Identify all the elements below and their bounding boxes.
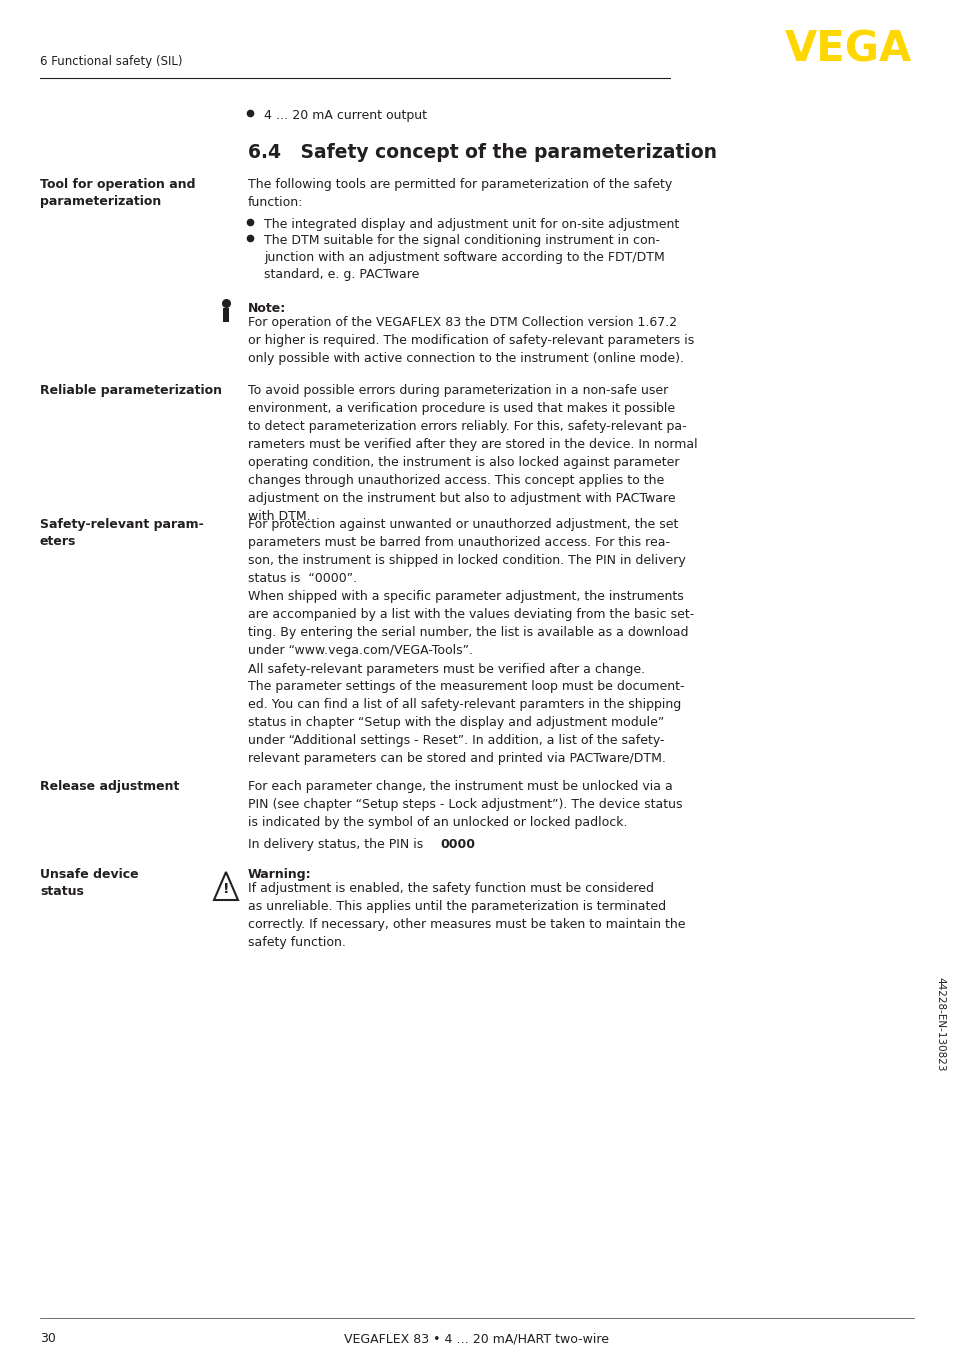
Text: For protection against unwanted or unauthorzed adjustment, the set
parameters mu: For protection against unwanted or unaut… [248, 519, 685, 585]
Text: For operation of the VEGAFLEX 83 the DTM Collection version 1.67.2
or higher is : For operation of the VEGAFLEX 83 the DTM… [248, 315, 694, 366]
Text: !: ! [222, 883, 229, 896]
Text: The integrated display and adjustment unit for on-site adjustment: The integrated display and adjustment un… [264, 218, 679, 232]
Text: 6 Functional safety (SIL): 6 Functional safety (SIL) [40, 56, 182, 69]
Text: All safety-relevant parameters must be verified after a change.: All safety-relevant parameters must be v… [248, 663, 644, 676]
Text: VEGA: VEGA [784, 28, 911, 70]
Text: Reliable parameterization: Reliable parameterization [40, 385, 222, 397]
FancyBboxPatch shape [223, 307, 229, 322]
Text: 30: 30 [40, 1332, 56, 1345]
Text: If adjustment is enabled, the safety function must be considered
as unreliable. : If adjustment is enabled, the safety fun… [248, 881, 685, 949]
Text: Safety-relevant param-
eters: Safety-relevant param- eters [40, 519, 204, 548]
Text: Tool for operation and
parameterization: Tool for operation and parameterization [40, 177, 195, 209]
Text: 4 … 20 mA current output: 4 … 20 mA current output [264, 110, 427, 122]
Text: The parameter settings of the measurement loop must be document-
ed. You can fin: The parameter settings of the measuremen… [248, 680, 684, 765]
Text: For each parameter change, the instrument must be unlocked via a
PIN (see chapte: For each parameter change, the instrumen… [248, 780, 681, 829]
Text: The following tools are permitted for parameterization of the safety
function:: The following tools are permitted for pa… [248, 177, 672, 209]
Text: Unsafe device
status: Unsafe device status [40, 868, 138, 898]
Text: 44228-EN-130823: 44228-EN-130823 [934, 976, 944, 1071]
Text: When shipped with a specific parameter adjustment, the instruments
are accompani: When shipped with a specific parameter a… [248, 590, 694, 657]
Text: 6.4   Safety concept of the parameterization: 6.4 Safety concept of the parameterizati… [248, 144, 717, 162]
Text: The DTM suitable for the signal conditioning instrument in con-
junction with an: The DTM suitable for the signal conditio… [264, 234, 664, 282]
Text: Release adjustment: Release adjustment [40, 780, 179, 793]
Text: 0000: 0000 [439, 838, 475, 852]
Text: Note:: Note: [248, 302, 286, 315]
Text: To avoid possible errors during parameterization in a non-safe user
environment,: To avoid possible errors during paramete… [248, 385, 697, 523]
Text: VEGAFLEX 83 • 4 … 20 mA/HART two-wire: VEGAFLEX 83 • 4 … 20 mA/HART two-wire [344, 1332, 609, 1345]
Text: In delivery status, the PIN is: In delivery status, the PIN is [248, 838, 427, 852]
Text: Warning:: Warning: [248, 868, 312, 881]
